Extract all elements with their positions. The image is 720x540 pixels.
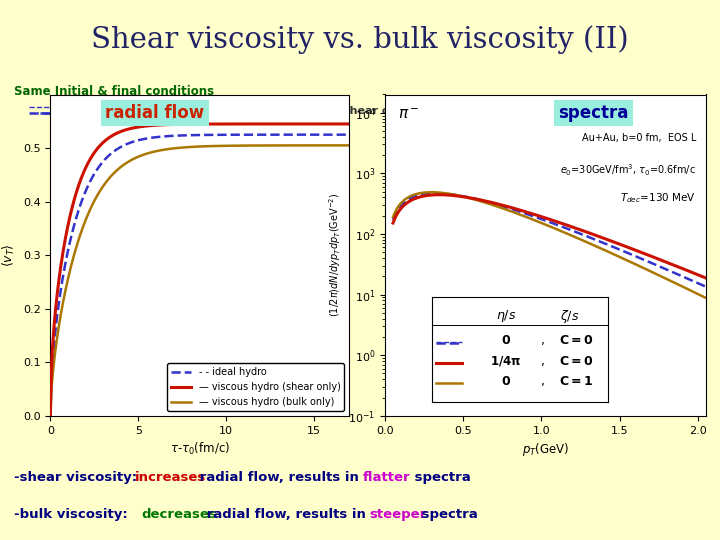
Text: $\bf{1/4\pi}$: $\bf{1/4\pi}$ [490, 354, 522, 368]
Text: spectra: spectra [410, 471, 471, 484]
Text: flatter: flatter [363, 471, 410, 484]
Legend: - - ideal hydro, — viscous hydro (shear only), — viscous hydro (bulk only): - - ideal hydro, — viscous hydro (shear … [168, 363, 344, 411]
Y-axis label: $(1/2\pi)dN/dyp_T dp_T$(GeV$^{-2}$): $(1/2\pi)dN/dyp_T dp_T$(GeV$^{-2}$) [327, 193, 343, 318]
Text: radial flow, results in: radial flow, results in [195, 471, 364, 484]
Text: steeper: steeper [369, 508, 427, 521]
Text: Shear viscosity vs. bulk viscosity (II): Shear viscosity vs. bulk viscosity (II) [91, 25, 629, 53]
Text: spectra: spectra [417, 508, 477, 521]
Text: ,: , [541, 355, 545, 368]
Text: Same Initial & final conditions: Same Initial & final conditions [14, 85, 215, 98]
X-axis label: $\tau$-$\tau_0$(fm/c): $\tau$-$\tau_0$(fm/c) [170, 441, 230, 457]
Text: $\pi^-$: $\pi^-$ [398, 107, 420, 123]
Text: Au+Au, b=0 fm,  EOS L: Au+Au, b=0 fm, EOS L [582, 133, 696, 143]
Text: -bulk viscosity:: -bulk viscosity: [14, 508, 142, 521]
Text: viscous hydro-bulk only: viscous hydro-bulk only [518, 106, 667, 116]
Text: $\zeta/s$: $\zeta/s$ [560, 308, 580, 325]
Text: radial flow, results in: radial flow, results in [202, 508, 371, 521]
Text: $\bf{C=0}$: $\bf{C=0}$ [559, 355, 594, 368]
Text: $\bf{C=1}$: $\bf{C=1}$ [559, 375, 594, 388]
Text: ,: , [541, 334, 545, 347]
Text: viscous hydro-shear only: viscous hydro-shear only [252, 106, 408, 116]
Text: $\bf{0}$: $\bf{0}$ [501, 334, 511, 347]
Text: decreases: decreases [142, 508, 217, 521]
Text: $\bf{C=0}$: $\bf{C=0}$ [559, 334, 594, 347]
Text: $\bf{0}$: $\bf{0}$ [501, 375, 511, 388]
Text: -shear viscosity:: -shear viscosity: [14, 471, 142, 484]
Text: $\eta/s$: $\eta/s$ [496, 308, 516, 323]
Text: radial flow: radial flow [105, 104, 204, 122]
Text: $T_{dec}$=130 MeV: $T_{dec}$=130 MeV [620, 191, 696, 205]
Y-axis label: $\langle v_T \rangle$: $\langle v_T \rangle$ [1, 244, 17, 267]
Text: ,: , [541, 375, 545, 388]
X-axis label: $p_T$(GeV): $p_T$(GeV) [522, 441, 569, 458]
Text: increases: increases [135, 471, 207, 484]
Text: ideal hydro: ideal hydro [65, 106, 135, 116]
Text: $e_0$=30GeV/fm$^3$, $\tau_0$=0.6fm/c: $e_0$=30GeV/fm$^3$, $\tau_0$=0.6fm/c [560, 162, 696, 178]
Text: spectra: spectra [558, 104, 629, 122]
